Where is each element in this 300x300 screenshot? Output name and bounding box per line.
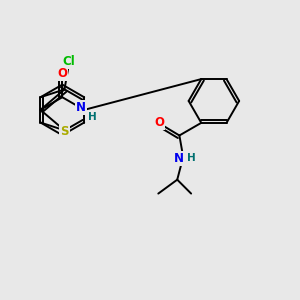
Text: Cl: Cl [63,55,75,68]
Text: N: N [76,101,86,114]
Text: O: O [154,116,164,129]
Text: N: N [174,152,184,165]
Text: H: H [88,112,97,122]
Text: O: O [57,67,67,80]
Text: H: H [187,153,196,164]
Text: S: S [60,125,69,138]
